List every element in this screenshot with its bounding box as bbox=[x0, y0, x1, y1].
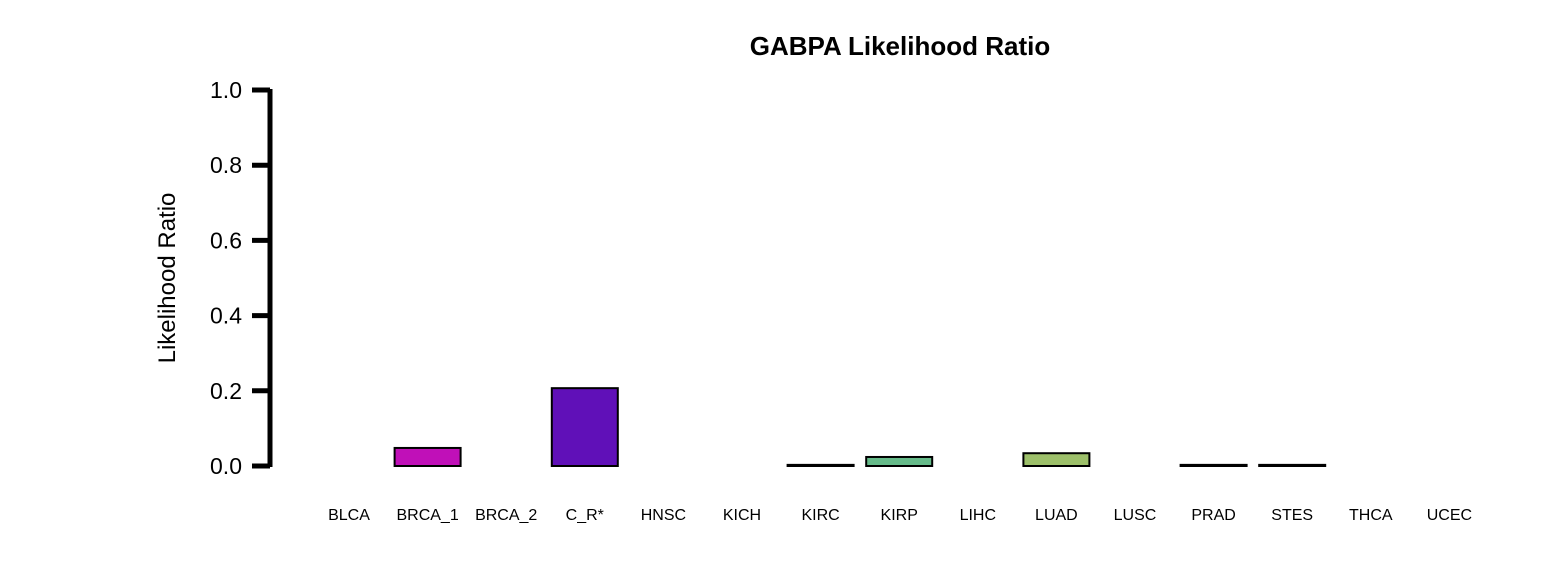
bar-stes bbox=[1258, 463, 1327, 468]
y-tick-label: 0.4 bbox=[210, 303, 242, 329]
bar-kirp bbox=[865, 455, 934, 468]
y-tick-label: 0.2 bbox=[210, 378, 242, 404]
x-tick-label: KIRP bbox=[881, 507, 918, 524]
x-tick-label: BLCA bbox=[328, 507, 370, 524]
y-tick-label: 0.6 bbox=[210, 227, 242, 253]
x-axis-tick-labels: BLCA BRCA_1 BRCA_2 C_R* HNSC KICH KIRC KIRP LIHC… bbox=[328, 507, 1472, 524]
bars-group bbox=[393, 387, 1327, 468]
bar-prad bbox=[1179, 463, 1248, 468]
x-tick-label: LIHC bbox=[960, 507, 996, 524]
y-tick-label: 1.0 bbox=[210, 77, 242, 103]
x-tick-label: BRCA_1 bbox=[396, 507, 458, 524]
x-tick-label: THCA bbox=[1349, 507, 1393, 524]
x-tick-label: C_R* bbox=[566, 507, 604, 524]
y-axis-label: Likelihood Ratio bbox=[154, 193, 181, 364]
x-tick-label: LUAD bbox=[1035, 507, 1078, 524]
x-tick-label: KICH bbox=[723, 507, 761, 524]
bar-c-r- bbox=[550, 387, 619, 467]
x-tick-label: LUSC bbox=[1114, 507, 1157, 524]
y-axis-ticks: 0.0 0.2 0.4 0.6 0.8 1.0 bbox=[210, 77, 270, 479]
x-tick-label: HNSC bbox=[641, 507, 686, 524]
x-tick-label: STES bbox=[1271, 507, 1313, 524]
bar-brca-1 bbox=[393, 446, 462, 467]
x-tick-label: KIRC bbox=[801, 507, 839, 524]
x-tick-label: PRAD bbox=[1191, 507, 1235, 524]
y-tick-label: 0.0 bbox=[210, 453, 242, 479]
x-tick-label: UCEC bbox=[1427, 507, 1472, 524]
bar-luad bbox=[1022, 452, 1091, 468]
bar-kirc bbox=[786, 463, 855, 468]
y-tick-label: 0.8 bbox=[210, 152, 242, 178]
x-tick-label: BRCA_2 bbox=[475, 507, 537, 524]
chart-title: GABPA Likelihood Ratio bbox=[750, 31, 1050, 61]
